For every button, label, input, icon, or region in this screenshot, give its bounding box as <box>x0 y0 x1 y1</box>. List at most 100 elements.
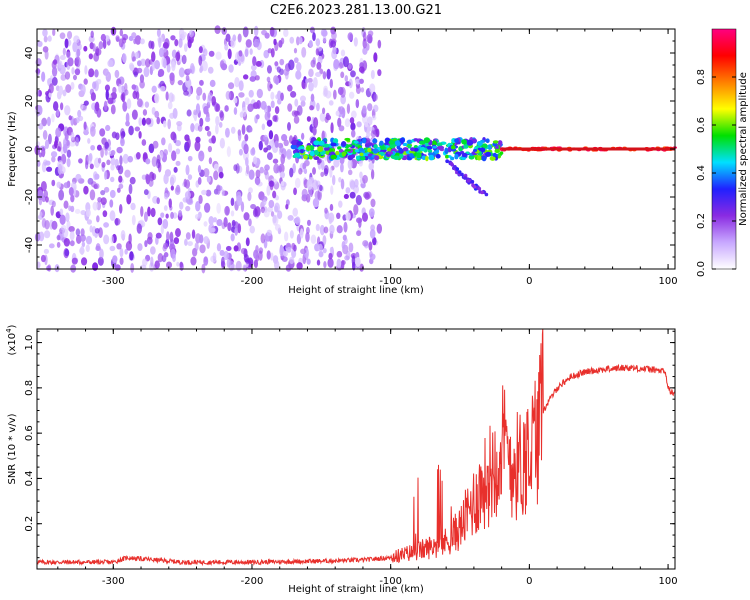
heatmap-cell <box>471 183 475 188</box>
heatmap-cell <box>72 74 78 81</box>
heatmap-cell <box>243 143 249 155</box>
heatmap-cell <box>104 170 108 180</box>
heatmap-cell <box>232 34 237 42</box>
heatmap-cell <box>329 78 333 89</box>
heatmap-cell <box>318 140 325 146</box>
heatmap-cell <box>75 173 82 182</box>
heatmap-cell <box>354 178 359 188</box>
heatmap-cell <box>230 126 236 134</box>
heatmap-cell <box>370 129 377 138</box>
heatmap-cell <box>243 212 250 221</box>
heatmap-cell <box>76 42 82 51</box>
heatmap-cell <box>294 98 299 107</box>
heatmap-cell <box>56 234 61 241</box>
heatmap-cell <box>163 57 167 69</box>
heatmap-cell <box>43 190 49 199</box>
heatmap-cell <box>362 105 367 114</box>
heatmap-cell <box>241 106 247 118</box>
heatmap-cell <box>215 123 219 135</box>
heatmap-cell <box>207 145 213 153</box>
heatmap-cell <box>110 235 114 244</box>
heatmap-cell <box>170 131 177 141</box>
heatmap-cell <box>277 98 282 105</box>
heatmap-cell <box>225 90 231 100</box>
heatmap-cell <box>163 173 169 185</box>
heatmap-cell <box>344 75 349 82</box>
heatmap-cell <box>423 137 431 144</box>
heatmap-cell <box>336 212 341 220</box>
heatmap-cell <box>85 235 93 245</box>
heatmap-cell <box>279 58 285 66</box>
heatmap-cell <box>345 212 351 221</box>
heatmap-cell <box>55 108 60 117</box>
heatmap-cell <box>69 230 75 241</box>
heatmap-cell <box>129 176 136 185</box>
heatmap-cell <box>329 224 335 235</box>
heatmap-cell <box>300 100 306 107</box>
heatmap-cell <box>44 160 51 166</box>
heatmap-cell <box>198 55 203 66</box>
heatmap-cell <box>450 156 455 161</box>
heatmap-cell <box>266 229 272 237</box>
snr-x-axis-label: Height of straight line (km) <box>288 584 424 595</box>
heatmap-cell <box>96 78 102 85</box>
heatmap-cell <box>171 61 176 72</box>
heatmap-cell <box>51 66 58 77</box>
colorbar-tick-label: 0.6 <box>696 117 707 133</box>
heatmap-cell <box>266 119 273 127</box>
heatmap-cell <box>161 137 166 146</box>
heatmap-cell <box>372 237 377 246</box>
heatmap-cell <box>374 129 379 138</box>
heatmap-cell <box>291 110 298 117</box>
heatmap-cell <box>187 174 193 181</box>
heatmap-cell <box>428 154 435 161</box>
heatmap-cell <box>317 243 323 252</box>
heatmap-cell <box>275 195 280 201</box>
heatmap-cell <box>157 217 163 226</box>
heatmap-cell <box>258 140 263 151</box>
heatmap-cell <box>367 103 373 112</box>
heatmap-cell <box>476 140 483 146</box>
heatmap-cell <box>349 117 355 124</box>
heatmap-cell <box>444 148 449 154</box>
heatmap-cell <box>309 105 314 111</box>
heatmap-cell <box>80 245 85 256</box>
heatmap-cell <box>279 171 286 179</box>
heatmap-cell <box>213 163 219 172</box>
heatmap-cell <box>450 145 456 150</box>
heatmap-cell <box>270 252 274 261</box>
heatmap-cell <box>369 83 376 94</box>
heatmap-cell <box>145 117 152 125</box>
heatmap-cell <box>328 100 334 106</box>
heatmap-cell <box>289 256 295 265</box>
heatmap-cell <box>402 142 408 147</box>
heatmap-cell <box>289 36 295 44</box>
heatmap-cell <box>172 253 176 263</box>
heatmap-cell <box>165 213 169 219</box>
heatmap-cell <box>342 234 347 241</box>
heatmap-cell <box>340 178 345 190</box>
heatmap-cell <box>409 153 414 158</box>
heatmap-cell <box>196 94 201 101</box>
heatmap-cell <box>198 194 203 204</box>
heatmap-cell <box>68 226 75 233</box>
heatmap-cell <box>150 207 156 218</box>
heatmap-cell <box>174 39 179 47</box>
heatmap-cell <box>95 243 101 251</box>
heatmap-cell <box>340 86 346 98</box>
colorbar-label: Normalized spectral amplitude <box>738 72 749 226</box>
heatmap-cell <box>387 151 394 155</box>
heatmap-cell <box>485 138 490 144</box>
heatmap-cell <box>63 182 70 189</box>
heatmap-cell <box>277 210 283 220</box>
heatmap-cell <box>480 190 484 195</box>
heatmap-cell <box>178 67 185 78</box>
heatmap-cell <box>211 95 217 106</box>
heatmap-cell <box>273 163 280 174</box>
heatmap-cell <box>224 43 229 51</box>
heatmap-cell <box>63 237 71 247</box>
heatmap-cell <box>94 227 100 234</box>
heatmap-cell <box>57 163 63 175</box>
heatmap-cell <box>160 85 166 92</box>
heatmap-cell <box>306 219 311 226</box>
